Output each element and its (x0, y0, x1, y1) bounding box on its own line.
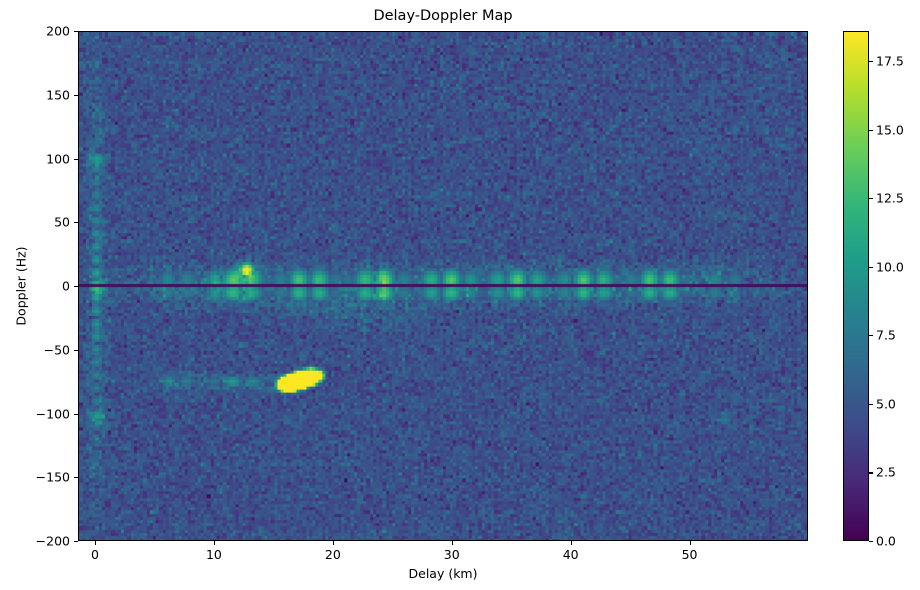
x-tick-label: 0 (91, 547, 99, 562)
x-tick-label: 40 (562, 547, 579, 562)
y-axis-label: Doppler (Hz) (13, 246, 29, 326)
y-tick-label: 100 (46, 151, 70, 166)
colorbar-tick-label: 7.5 (876, 327, 896, 343)
y-tick (74, 94, 78, 96)
y-tick-label: 0 (62, 278, 70, 294)
y-tick (74, 413, 78, 415)
y-tick (74, 286, 78, 288)
x-tick (451, 541, 453, 545)
colorbar-tick (869, 541, 873, 543)
colorbar-tick (869, 198, 873, 200)
colorbar-tick-label: 10.0 (876, 259, 904, 275)
x-tick (570, 541, 572, 545)
x-axis-label: Delay (km) (408, 566, 478, 581)
colorbar-tick (869, 403, 873, 405)
y-tick (74, 158, 78, 160)
y-tick (74, 222, 78, 224)
y-tick-label: −200 (35, 533, 70, 549)
y-tick (74, 477, 78, 479)
y-tick-label: 50 (54, 214, 70, 230)
colorbar-tick-label: 0.0 (876, 533, 896, 549)
colorbar-tick-label: 17.5 (876, 53, 904, 69)
colorbar-tick (869, 61, 873, 63)
colorbar (843, 31, 869, 541)
y-tick-label: 200 (46, 23, 70, 39)
colorbar-tick (869, 472, 873, 474)
colorbar-tick-label: 2.5 (876, 464, 896, 480)
y-tick-label: −150 (35, 469, 70, 485)
x-tick (332, 541, 334, 545)
colorbar-tick-label: 15.0 (876, 122, 904, 138)
y-tick-label: −100 (35, 406, 70, 421)
y-tick (74, 541, 78, 543)
page-title: Delay-Doppler Map (373, 8, 513, 24)
colorbar-tick (869, 129, 873, 131)
colorbar-gradient (844, 32, 868, 540)
x-tick-label: 30 (443, 547, 460, 562)
x-tick (213, 541, 215, 545)
y-tick-label: −50 (43, 342, 70, 358)
colorbar-tick-label: 5.0 (876, 396, 896, 412)
y-tick (74, 349, 78, 351)
colorbar-tick-label: 12.5 (876, 190, 904, 206)
x-tick-label: 10 (205, 547, 222, 562)
y-tick-label: 150 (46, 87, 70, 103)
colorbar-tick (869, 266, 873, 268)
x-tick (95, 541, 97, 545)
colorbar-tick (869, 335, 873, 337)
delay-doppler-heatmap (79, 32, 807, 540)
x-tick-label: 50 (681, 547, 698, 562)
x-tick-label: 20 (324, 547, 341, 562)
x-tick (689, 541, 691, 545)
heatmap-plot-area (78, 31, 808, 541)
y-tick (74, 31, 78, 33)
